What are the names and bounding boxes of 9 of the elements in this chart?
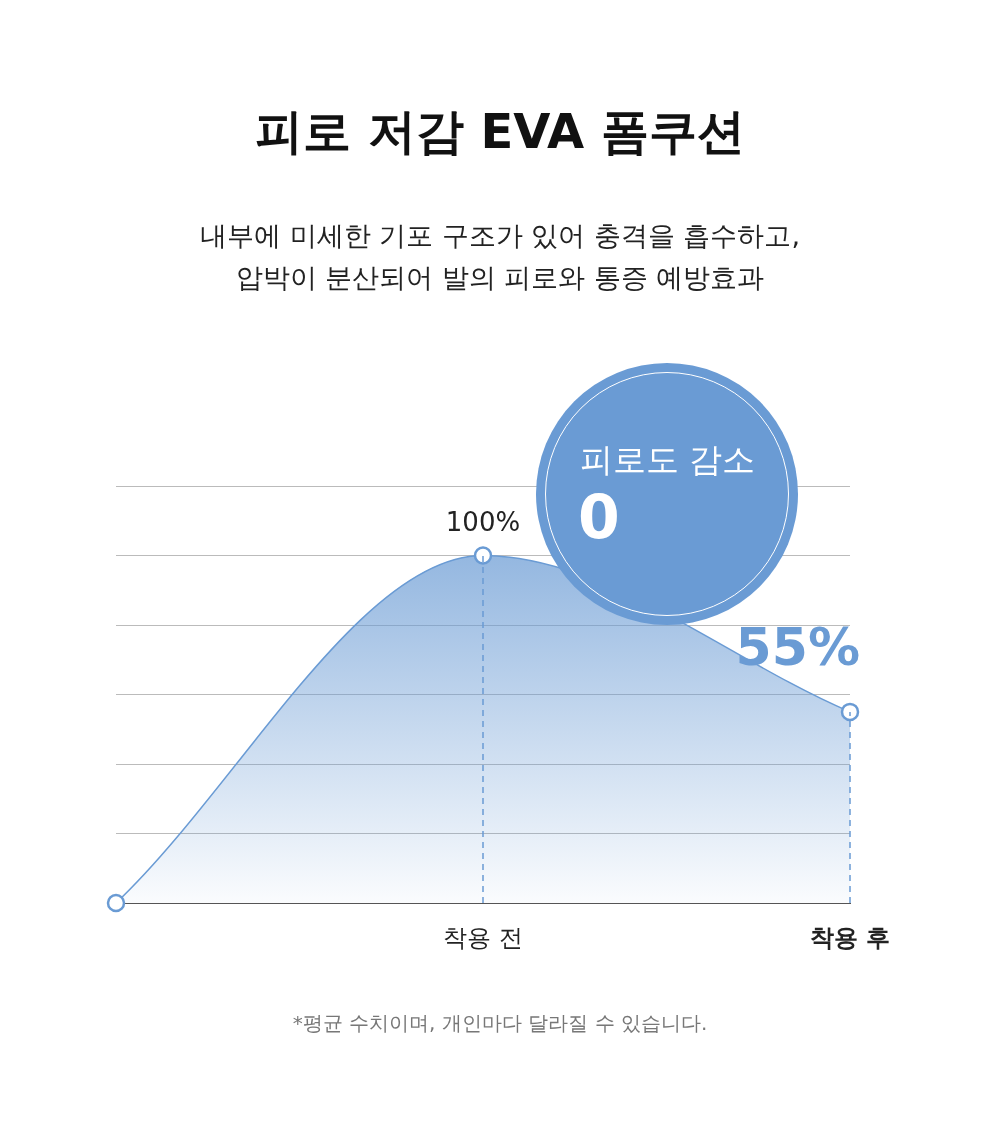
data-label: 100%	[445, 507, 521, 538]
x-tick-label: 착용 후	[809, 923, 891, 952]
data-label: 55%	[735, 617, 860, 678]
x-tick-label: 착용 전	[443, 923, 523, 952]
text: *평균 수치이며, 개인마다 달라질 수 있습니다.	[291, 1010, 709, 1037]
text: 피로도 감소	[580, 439, 756, 481]
annotation: 0	[578, 482, 620, 552]
chart-subtitle: 내부에 미세한 기포 구조가 있어 충격을 흡수하고, 압박이 분산되어 발의 피로와 통증 예방효과	[198, 219, 802, 295]
chart-title: 피로 저감 EVA 폼쿠션	[254, 102, 746, 161]
